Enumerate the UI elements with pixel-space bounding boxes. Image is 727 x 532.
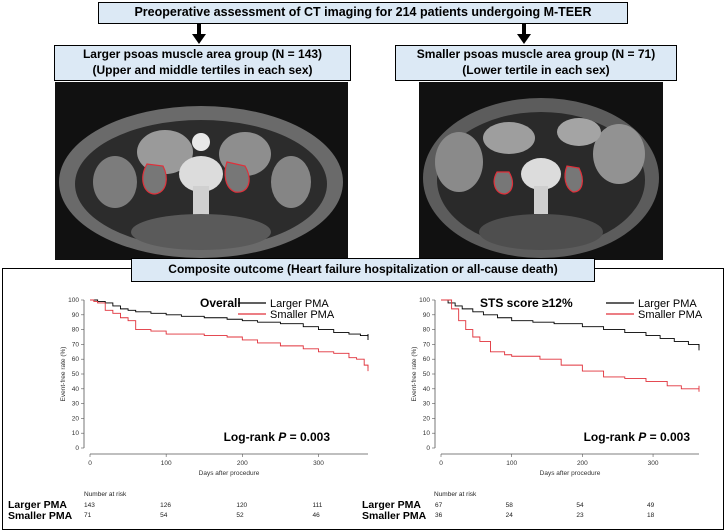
risk-value: 67 (435, 502, 443, 509)
risk-value: 49 (647, 502, 655, 509)
x-tick-label: 200 (237, 460, 248, 467)
risk-value: 54 (160, 512, 168, 519)
series-line (90, 299, 369, 337)
risk-value: 23 (576, 512, 584, 519)
legend-label: Smaller PMA (270, 309, 335, 321)
risk-value: 46 (312, 512, 320, 519)
larger-group-title: Larger psoas muscle area group (N = 143) (82, 47, 323, 61)
legend-label: Larger PMA (638, 298, 697, 310)
annotation-prefix: Log-rank (584, 430, 639, 444)
y-tick-label: 70 (72, 341, 80, 348)
annotation-prefix: Log-rank (224, 430, 279, 444)
risk-value: 52 (236, 512, 244, 519)
risk-row-label-smaller-overall: Smaller PMA (8, 510, 73, 522)
ct-scan-smaller-drawing (423, 98, 659, 258)
y-tick-label: 90 (72, 312, 80, 319)
x-axis-label: Days after procedure (540, 470, 601, 477)
y-tick-label: 60 (423, 356, 431, 363)
risk-value: 18 (647, 512, 655, 519)
header-title: Preoperative assessment of CT imaging fo… (134, 5, 592, 19)
y-tick-label: 30 (423, 401, 431, 408)
y-tick-label: 20 (72, 415, 80, 422)
y-tick-label: 20 (423, 415, 431, 422)
risk-value: 24 (505, 512, 513, 519)
x-tick-label: 300 (648, 460, 659, 467)
risk-value: 143 (84, 502, 95, 509)
y-tick-label: 90 (423, 312, 431, 319)
y-tick-label: 50 (423, 371, 431, 378)
larger-group-box: Larger psoas muscle area group (N = 143)… (54, 45, 351, 81)
chart-title: STS score ≥12% (480, 296, 573, 310)
risk-row-label-larger-overall: Larger PMA (8, 499, 67, 511)
y-tick-label: 100 (68, 297, 79, 304)
smaller-group-subtitle: (Lower tertile in each sex) (462, 62, 610, 77)
x-tick-label: 200 (577, 460, 588, 467)
smaller-group-box: Smaller psoas muscle area group (N = 71)… (395, 45, 677, 81)
annotation-suffix: = 0.003 (286, 430, 330, 444)
ct-image-larger (55, 82, 348, 260)
y-axis-label: Event-free rate (%) (411, 347, 418, 402)
risk-value: 71 (84, 512, 92, 519)
y-tick-label: 0 (75, 445, 79, 452)
annotation-p: P (278, 430, 287, 444)
y-tick-label: 40 (423, 386, 431, 393)
series-line (441, 299, 700, 348)
y-tick-label: 70 (423, 341, 431, 348)
header-title-box: Preoperative assessment of CT imaging fo… (98, 2, 628, 24)
x-axis-label: Days after procedure (199, 470, 260, 477)
y-tick-label: 10 (72, 430, 80, 437)
y-tick-label: 60 (72, 356, 80, 363)
risk-value: 126 (160, 502, 172, 509)
ct-image-smaller (419, 82, 663, 260)
annotation-suffix: = 0.003 (646, 430, 690, 444)
risk-table-title-sts: Number at risk (434, 491, 477, 498)
x-tick-label: 100 (161, 460, 172, 467)
series-line (441, 299, 699, 390)
x-tick-label: 0 (439, 460, 443, 467)
risk-value: 111 (312, 502, 323, 509)
y-tick-label: 80 (72, 327, 80, 334)
annotation-p: P (638, 430, 647, 444)
y-tick-label: 80 (423, 327, 431, 334)
log-rank-annotation: Log-rank P = 0.003 (584, 430, 691, 444)
chart-title: Overall (200, 296, 241, 310)
risk-table-title-overall: Number at risk (84, 491, 127, 498)
log-rank-annotation: Log-rank P = 0.003 (224, 430, 331, 444)
ct-scan-larger-drawing (59, 106, 343, 258)
x-tick-label: 100 (506, 460, 517, 467)
larger-group-subtitle: (Upper and middle tertiles in each sex) (92, 62, 313, 77)
outcome-title: Composite outcome (Heart failure hospita… (168, 262, 558, 276)
risk-row-label-larger-sts: Larger PMA (362, 499, 421, 511)
risk-value: 58 (505, 502, 513, 509)
x-tick-label: 0 (88, 460, 92, 467)
smaller-group-title: Smaller psoas muscle area group (N = 71) (416, 47, 656, 61)
series-line (90, 299, 369, 369)
y-tick-label: 10 (423, 430, 431, 437)
risk-value: 120 (236, 502, 248, 509)
x-tick-label: 300 (313, 460, 324, 467)
y-tick-label: 100 (419, 297, 430, 304)
y-tick-label: 0 (426, 445, 430, 452)
risk-value: 54 (576, 502, 584, 509)
y-tick-label: 30 (72, 401, 80, 408)
risk-value: 36 (435, 512, 443, 519)
legend-label: Larger PMA (270, 298, 329, 310)
y-axis-label: Event-free rate (%) (60, 347, 67, 402)
risk-row-label-smaller-sts: Smaller PMA (362, 510, 427, 522)
y-tick-label: 50 (72, 371, 80, 378)
y-tick-label: 40 (72, 386, 80, 393)
legend-label: Smaller PMA (638, 309, 703, 321)
outcome-title-box: Composite outcome (Heart failure hospita… (131, 258, 595, 282)
